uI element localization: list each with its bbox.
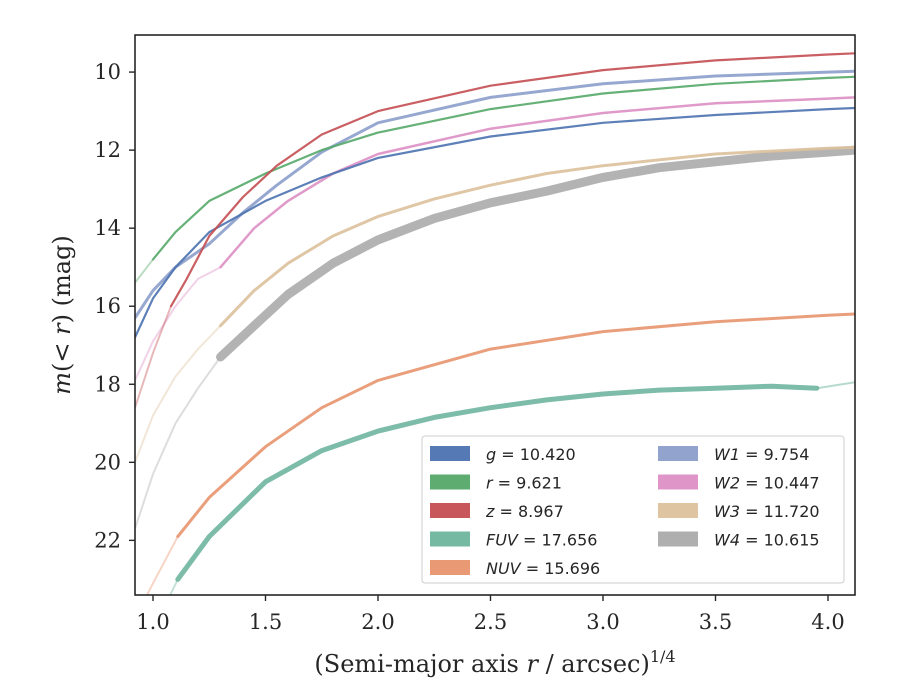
- x-tick-label: 1.5: [249, 610, 282, 634]
- series-fuv-outer: [816, 381, 855, 390]
- y-axis-label: m(< r) (mag): [48, 235, 76, 395]
- legend-swatch-nuv: [430, 560, 470, 575]
- y-tick-label: 18: [94, 372, 121, 396]
- legend-swatch-w4: [658, 531, 698, 547]
- y-tick-label: 10: [94, 60, 121, 84]
- legend-swatch-w3: [658, 503, 698, 518]
- series-nuv-line: [176, 312, 855, 538]
- legend-label-z: z = 8.967: [485, 502, 564, 521]
- legend-label-r: r = 9.621: [486, 474, 562, 493]
- series-fuv-line: [175, 383, 820, 582]
- series-w3-inner: [135, 325, 222, 463]
- series-r-line: [151, 75, 855, 261]
- y-tick-label: 16: [94, 294, 121, 318]
- series-g-line: [135, 106, 855, 339]
- y-tick-label: 12: [94, 138, 121, 162]
- legend-box: [421, 435, 845, 584]
- legend-label-w2: W2 = 10.447: [714, 474, 820, 493]
- legend-swatch-r: [430, 474, 470, 490]
- x-tick-label: 3.5: [699, 610, 732, 634]
- x-tick-label: 3.0: [586, 610, 619, 634]
- y-tick-label: 14: [94, 216, 121, 240]
- series-w2-inner: [135, 266, 221, 381]
- series-w2-line: [219, 96, 855, 269]
- legend-swatch-z: [430, 503, 470, 518]
- x-axis-label: (Semi-major axis r / arcsec)1/4: [314, 647, 675, 678]
- x-tick-label: 2.0: [361, 610, 394, 634]
- series-z-line: [169, 52, 855, 308]
- legend-swatch-g: [430, 446, 470, 461]
- series-w3-line: [219, 145, 855, 328]
- x-axis: 1.0 1.5 2.0 2.5 3.0 3.5 4.0: [136, 595, 845, 634]
- legend-label-fuv: FUV = 17.656: [486, 531, 597, 550]
- x-tick-label: 4.0: [811, 610, 844, 634]
- legend-label-w1: W1 = 9.754: [714, 445, 809, 464]
- y-axis: 10 12 14 16 18 20 22: [94, 60, 135, 552]
- legend-label-w3: W3 = 11.720: [714, 502, 820, 521]
- legend: g = 10.420 r = 9.621 z = 8.967 FUV = 17.656…: [421, 435, 845, 584]
- series-layer: [135, 52, 855, 595]
- plot-frame: [134, 34, 856, 596]
- series-r-inner: [135, 258, 154, 284]
- series-w4-inner: [135, 356, 222, 530]
- legend-label-nuv: NUV = 15.696: [486, 559, 600, 578]
- legend-label-w4: W4 = 10.615: [714, 531, 820, 550]
- series-w4-line: [216, 145, 855, 362]
- x-tick-label: 1.0: [136, 610, 169, 634]
- legend-swatch-fuv: [430, 531, 470, 547]
- series-nuv-inner: [145, 536, 179, 595]
- legend-swatch-w1: [658, 446, 698, 461]
- legend-label-g: g = 10.420: [486, 445, 576, 464]
- y-tick-label: 22: [94, 528, 121, 552]
- legend-swatch-w2: [658, 474, 698, 490]
- x-tick-label: 2.5: [474, 610, 507, 634]
- series-z-inner: [135, 305, 172, 409]
- y-tick-label: 20: [94, 450, 121, 474]
